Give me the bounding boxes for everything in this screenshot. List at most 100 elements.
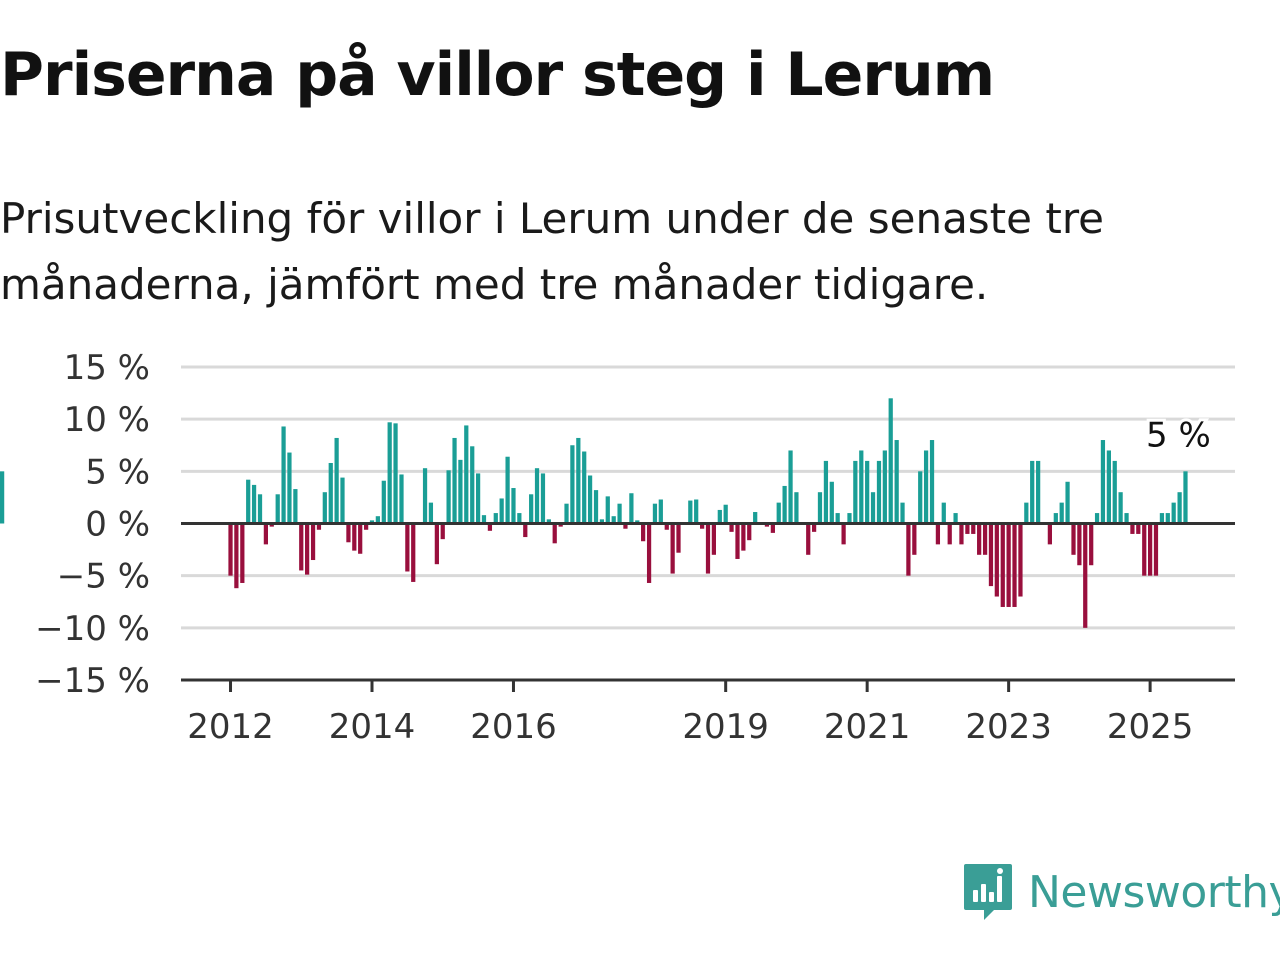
bar (641, 523, 646, 542)
bar (299, 523, 304, 571)
bar (440, 523, 445, 540)
bar (0, 471, 5, 524)
bar (381, 480, 386, 524)
bar (458, 459, 463, 524)
newsworthy-logo[interactable]: Newsworthy (962, 862, 1280, 922)
bar (393, 423, 398, 524)
bar (582, 451, 587, 524)
bar (705, 523, 711, 574)
bar (847, 513, 852, 524)
bar (823, 460, 829, 524)
bar (629, 493, 634, 524)
bar (929, 440, 935, 524)
bar (1153, 523, 1159, 576)
bar (711, 523, 716, 555)
bar (941, 502, 946, 524)
bar (959, 523, 964, 545)
bar (1053, 513, 1058, 524)
bar (1159, 513, 1165, 524)
bar (841, 523, 846, 545)
bar (499, 498, 504, 524)
bar (1165, 513, 1170, 524)
y-tick-label: −15 % (35, 661, 150, 701)
bar (935, 523, 941, 545)
bar (700, 523, 705, 529)
bar (770, 523, 775, 533)
bar (493, 513, 498, 524)
bar (923, 450, 929, 524)
bar (888, 398, 893, 524)
bar (287, 452, 292, 524)
bar (534, 468, 540, 524)
bar (694, 499, 699, 524)
bar (1036, 460, 1041, 524)
bar (723, 504, 728, 524)
bar (464, 425, 469, 524)
bar (322, 492, 327, 524)
bar (658, 499, 663, 524)
bar (546, 519, 551, 524)
bar (611, 516, 616, 524)
bar (263, 523, 268, 545)
bar (811, 523, 817, 532)
bar (576, 437, 581, 524)
bar (517, 513, 522, 524)
bar (971, 523, 976, 534)
annotations: 5 % (1143, 412, 1214, 458)
x-axis-tick-labels: 2012 2014 2016 2019 2021 2023 2025 (187, 707, 1193, 747)
bar (240, 523, 245, 583)
bar (918, 471, 923, 524)
bar (1071, 523, 1076, 555)
bar (334, 437, 339, 524)
bar (328, 462, 333, 524)
bar (1083, 523, 1088, 628)
bar (340, 477, 345, 524)
bar (387, 422, 392, 524)
bar (1118, 492, 1123, 524)
bar (894, 440, 899, 524)
bar (228, 523, 233, 576)
bar (664, 523, 669, 530)
y-tick-label: 15 % (64, 348, 150, 388)
bar (1077, 523, 1082, 566)
bar (1142, 523, 1147, 576)
bar (281, 426, 286, 524)
x-tick-label: 2019 (682, 707, 769, 747)
bar (1030, 460, 1035, 524)
bar (623, 523, 628, 529)
bar (540, 473, 546, 524)
bar (1089, 523, 1094, 566)
bar (817, 492, 823, 524)
y-tick-label: −5 % (57, 557, 150, 597)
bar (293, 489, 298, 524)
bar (1136, 523, 1141, 534)
y-axis-tick-labels: 15 % 10 % 5 % 0 % −5 % −10 % −15 % (35, 348, 150, 701)
bar (652, 503, 658, 524)
bar (481, 515, 487, 524)
bar (670, 523, 675, 574)
bar (806, 523, 811, 555)
bar (776, 502, 781, 524)
bar (275, 494, 280, 524)
bar (599, 519, 605, 524)
bar (1000, 523, 1005, 607)
bar (729, 523, 734, 532)
bar (505, 456, 510, 524)
axes (181, 522, 1235, 692)
bar (977, 523, 982, 555)
bar (782, 485, 787, 524)
bar (853, 460, 858, 524)
bar (399, 474, 404, 524)
bar (246, 479, 251, 524)
chart-subtitle: Prisutveckling för villor i Lerum under … (0, 194, 1104, 309)
bar (1148, 523, 1153, 576)
x-tick-label: 2012 (187, 707, 274, 747)
bar (900, 502, 905, 524)
bar (676, 523, 681, 553)
bar (1124, 513, 1129, 524)
chart-title: Priserna på villor steg i Lerum (0, 40, 995, 110)
bar (953, 513, 958, 524)
bar (470, 446, 475, 524)
bar (1012, 523, 1017, 607)
bar (487, 523, 493, 531)
